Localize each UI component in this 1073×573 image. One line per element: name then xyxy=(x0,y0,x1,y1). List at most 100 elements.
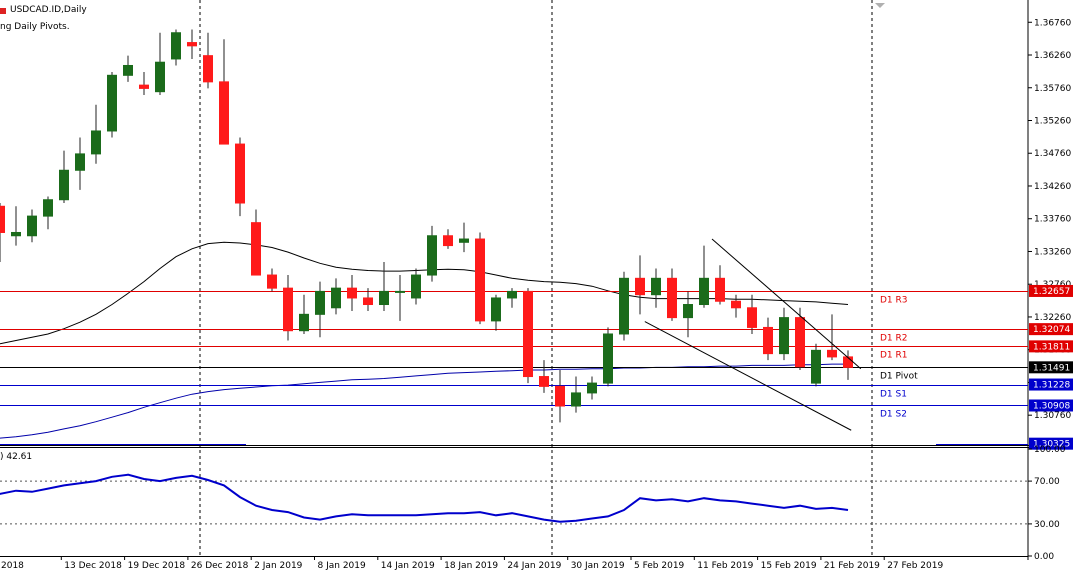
candle-body xyxy=(795,317,805,368)
candle-body xyxy=(267,274,277,289)
price-tag-box xyxy=(1029,378,1073,391)
candle-body xyxy=(427,235,437,276)
candle-body xyxy=(843,356,853,368)
candle-body xyxy=(715,277,725,302)
moving-averages xyxy=(0,241,849,439)
pivot-label: D1 R2 xyxy=(880,334,908,344)
candle-body xyxy=(235,143,245,204)
candle-body xyxy=(171,32,181,60)
shift-marker-icon[interactable] xyxy=(875,3,885,8)
candle-body xyxy=(107,74,117,132)
time-tick-label: 11 Feb 2019 xyxy=(697,561,753,571)
candle-body xyxy=(827,349,837,358)
time-tick-label: 24 Jan 2019 xyxy=(507,561,561,571)
candle-body xyxy=(619,277,629,335)
symbol-title: USDCAD.ID,Daily xyxy=(10,5,87,15)
candlestick-series xyxy=(0,29,853,423)
time-tick-label: 8 Jan 2019 xyxy=(318,561,366,571)
trend-line[interactable] xyxy=(644,321,852,431)
time-tick-label: 19 Dec 2018 xyxy=(128,561,186,571)
price-tick-label: 1.34760 xyxy=(1034,149,1071,159)
price-tag-label: 1.31811 xyxy=(1033,342,1070,352)
price-tag-box xyxy=(1029,284,1073,297)
time-tick-label: 15 Feb 2019 xyxy=(761,561,817,571)
price-tick-label: 1.30760 xyxy=(1034,411,1071,421)
pivot-label: D1 S2 xyxy=(880,410,907,420)
price-tick-label: 1.33260 xyxy=(1034,247,1071,257)
symbol-color-marker xyxy=(0,8,6,14)
price-axis: 1.36760 1.36260 1.35760 1.35260 1.34760 1.342… xyxy=(1028,18,1073,450)
candle-body xyxy=(363,297,373,306)
time-tick-label: 26 Dec 2018 xyxy=(191,561,249,571)
pivot-label: D1 S1 xyxy=(880,390,907,400)
pivot-label: D1 R1 xyxy=(880,351,908,361)
candle-body xyxy=(219,81,229,145)
oscillator-tick-label: 0.00 xyxy=(1034,552,1054,562)
candle-body xyxy=(475,238,485,322)
candle-body xyxy=(379,290,389,306)
candle-body xyxy=(139,84,149,89)
price-tag-label: 1.32074 xyxy=(1033,325,1070,335)
oscillator-tick-label: 100.00 xyxy=(1034,445,1066,455)
candle-body xyxy=(443,235,453,247)
price-tick-label: 1.35760 xyxy=(1034,84,1071,94)
pivot-label: D1 Pivot xyxy=(880,372,918,382)
price-tick-label: 1.35260 xyxy=(1034,116,1071,126)
candle-body xyxy=(91,130,101,155)
price-tick-label: 1.34260 xyxy=(1034,182,1071,192)
price-tag-box xyxy=(1029,340,1073,353)
candle-body xyxy=(203,55,213,83)
price-tag-label: 1.30908 xyxy=(1033,401,1070,411)
candle-body xyxy=(459,238,469,243)
price-tick-label: 1.36760 xyxy=(1034,18,1071,28)
time-tick-label: 21 Feb 2019 xyxy=(824,561,880,571)
oscillator-tick-label: 70.00 xyxy=(1034,477,1060,487)
time-tick-label: 18 Jan 2019 xyxy=(444,561,498,571)
candle-body xyxy=(539,376,549,387)
candle-body xyxy=(603,333,613,384)
time-tick-label: 27 Feb 2019 xyxy=(887,561,943,571)
candle-body xyxy=(299,313,309,332)
candle-body xyxy=(587,382,597,394)
candle-body xyxy=(555,385,565,407)
indicator-note: ng Daily Pivots. xyxy=(0,22,70,32)
candle-body xyxy=(75,153,85,171)
time-tick-label: 30 Jan 2019 xyxy=(571,561,625,571)
time-tick-label: 2018 xyxy=(1,561,24,571)
oscillator-line xyxy=(0,473,849,523)
time-tick-label: 5 Feb 2019 xyxy=(634,561,685,571)
trend-channel xyxy=(644,238,862,431)
candle-body xyxy=(315,290,325,315)
price-tag-box xyxy=(1029,437,1073,450)
candle-body xyxy=(283,287,293,332)
candle-body xyxy=(251,222,261,276)
candle-body xyxy=(507,290,517,299)
oscillator-panel: 100.00 70.00 30.00 0.00 xyxy=(0,445,1066,562)
price-tick-label: 1.36260 xyxy=(1034,51,1071,61)
candle-body xyxy=(395,290,405,293)
candle-body xyxy=(667,277,677,319)
time-axis: 2018 13 Dec 2018 19 Dec 2018 26 Dec 2018 2 J… xyxy=(1,556,943,571)
price-tick-label: 1.32260 xyxy=(1034,313,1071,323)
candle-body xyxy=(683,304,693,319)
candle-body xyxy=(0,205,5,233)
price-tag-label: 1.31228 xyxy=(1033,381,1070,391)
candle-body xyxy=(731,300,741,309)
candle-body xyxy=(155,61,165,93)
price-tag-label: 1.31491 xyxy=(1033,363,1070,373)
price-tag-label: 1.32657 xyxy=(1033,287,1070,297)
time-tick-label: 13 Dec 2018 xyxy=(64,561,122,571)
candle-body xyxy=(747,307,757,328)
price-tag-box xyxy=(1029,399,1073,412)
price-tag-label: 1.30325 xyxy=(1033,440,1070,450)
price-tick-label: 1.33760 xyxy=(1034,215,1071,225)
candle-body xyxy=(571,392,581,407)
price-tag-box xyxy=(1029,361,1073,374)
time-tick-label: 14 Jan 2019 xyxy=(381,561,435,571)
trend-line[interactable] xyxy=(711,238,862,370)
candle-body xyxy=(331,287,341,309)
candle-body xyxy=(411,274,421,299)
candle-body xyxy=(347,287,357,299)
candle-body xyxy=(59,169,69,201)
